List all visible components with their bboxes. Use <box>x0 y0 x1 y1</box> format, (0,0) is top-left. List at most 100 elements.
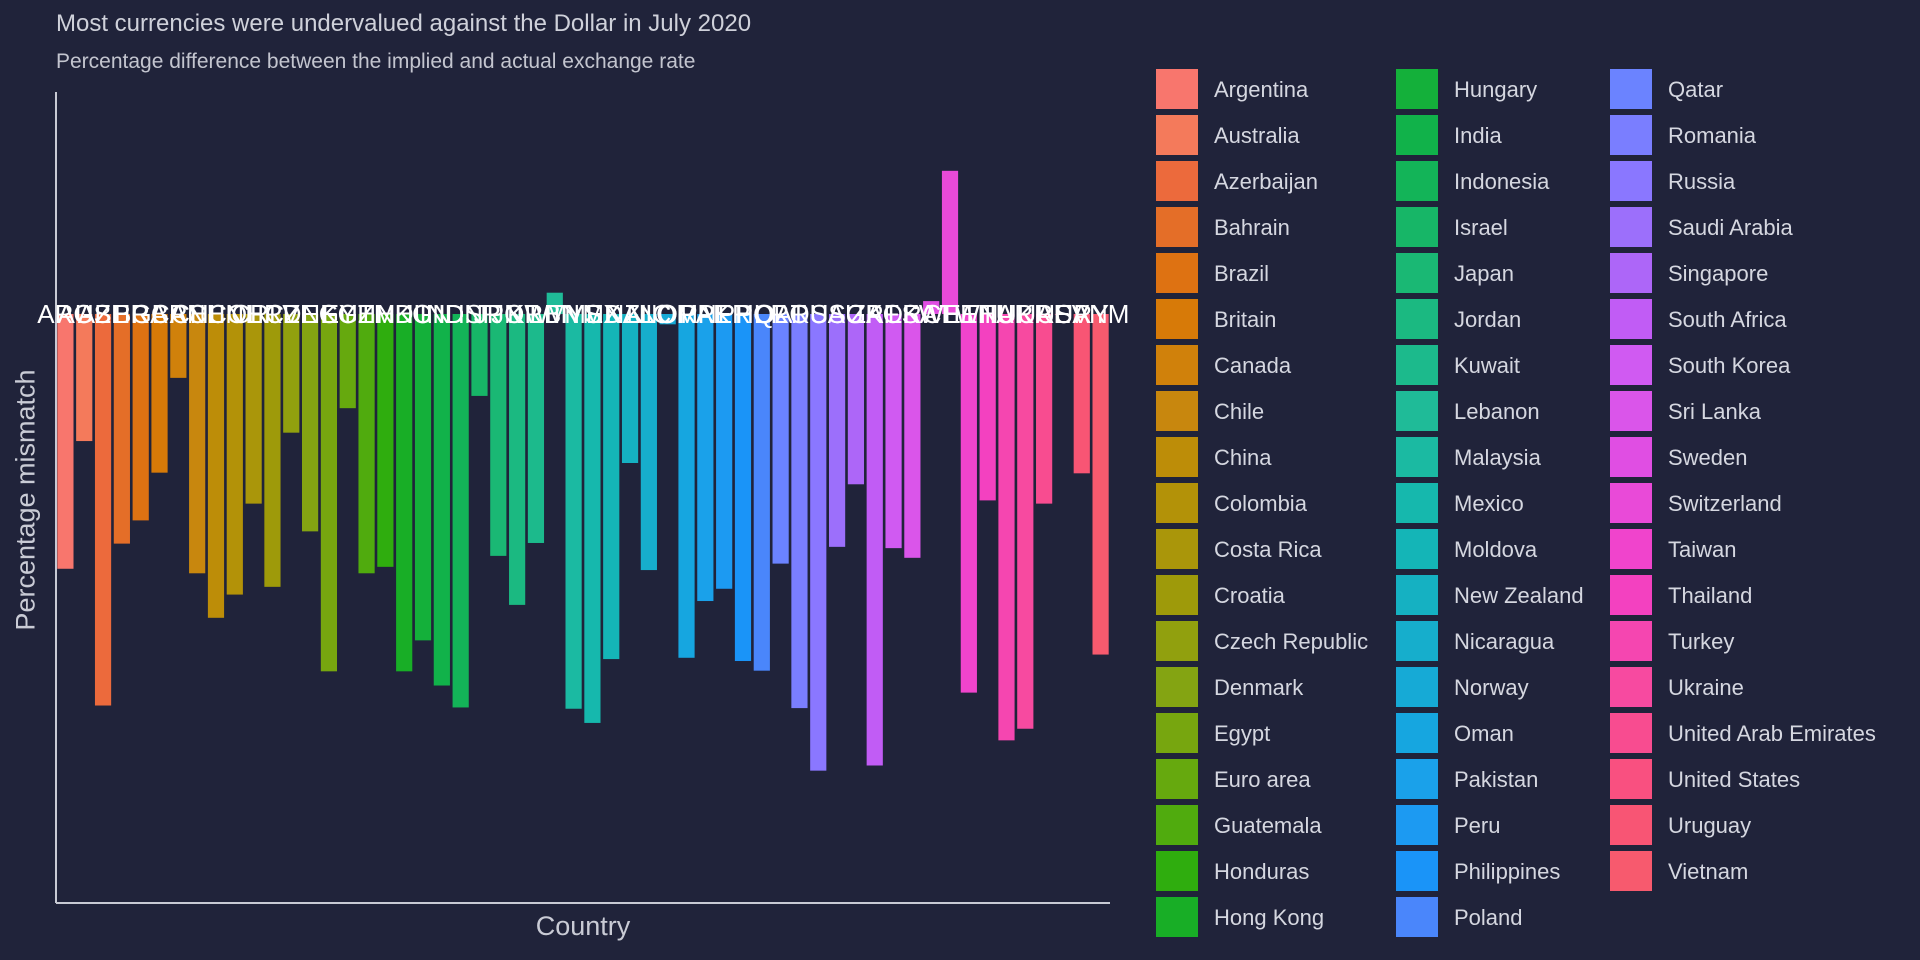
legend-label: Sri Lanka <box>1668 399 1761 424</box>
legend-swatch <box>1156 667 1198 707</box>
bar-label: HRV <box>245 299 300 329</box>
legend-swatch <box>1610 621 1652 661</box>
legend-swatch <box>1610 483 1652 523</box>
chart-title: Most currencies were undervalued against… <box>56 10 752 37</box>
chart-subtitle: Percentage difference between the implie… <box>56 50 696 73</box>
bar <box>189 314 206 574</box>
legend-swatch <box>1610 805 1652 845</box>
legend-item: Poland <box>1396 896 1636 937</box>
bar <box>659 314 676 325</box>
bar <box>207 314 225 618</box>
bar-label: KWT <box>507 299 565 329</box>
bar-label: EUZ <box>322 299 374 329</box>
bar <box>998 314 1015 741</box>
bar <box>1036 314 1053 504</box>
legend-swatch <box>1396 391 1438 431</box>
legend-label: Canada <box>1214 353 1292 378</box>
bar <box>904 314 921 558</box>
legend-label: Japan <box>1454 261 1514 286</box>
legend-label: Malaysia <box>1454 445 1541 470</box>
bar <box>1092 314 1109 655</box>
legend-label: Guatemala <box>1214 813 1322 838</box>
legend-item: Peru <box>1396 804 1636 845</box>
bar <box>527 314 545 543</box>
legend-swatch <box>1610 299 1652 339</box>
legend-swatch <box>1156 253 1198 293</box>
legend-label: Singapore <box>1668 261 1769 286</box>
bar-label: TUR <box>980 299 1033 329</box>
bar <box>1017 314 1034 729</box>
bar <box>94 314 112 706</box>
legend-swatch <box>1156 575 1198 615</box>
legend-swatch <box>1396 207 1438 247</box>
bar <box>1073 314 1090 474</box>
bar-label: NOR <box>639 299 697 329</box>
legend-label: Argentina <box>1214 77 1309 102</box>
legend-swatch <box>1610 667 1652 707</box>
legend-swatch <box>1156 299 1198 339</box>
bar-label: CAN <box>151 299 206 329</box>
legend-item: New Zealand <box>1396 574 1636 615</box>
bar-label: VNM <box>1072 299 1130 329</box>
bar-label: SAU <box>810 299 863 329</box>
legend-swatch <box>1396 437 1438 477</box>
legend-item: Qatar <box>1610 68 1850 109</box>
bar-label: PHL <box>718 299 769 329</box>
bar <box>847 314 865 485</box>
legend: Argentina Australia Azerbaijan Bahrain Brazi… <box>1156 68 1896 948</box>
bar <box>283 314 300 433</box>
legend-item: Bahrain <box>1156 206 1396 247</box>
legend-swatch <box>1156 115 1198 155</box>
legend-swatch <box>1396 667 1438 707</box>
bar-label: QAT <box>755 299 807 329</box>
legend-swatch <box>1156 207 1198 247</box>
bar <box>113 314 130 544</box>
legend-swatch <box>1396 529 1438 569</box>
bar-label: URY <box>1055 299 1109 329</box>
legend-item: Indonesia <box>1396 160 1636 201</box>
legend-label: Hungary <box>1454 77 1538 102</box>
legend-item: Sri Lanka <box>1610 390 1850 431</box>
legend-label: New Zealand <box>1454 583 1584 608</box>
bar-label: HUN <box>395 299 451 329</box>
bar <box>791 314 808 709</box>
bar-label: DNK <box>283 299 339 329</box>
bar-label: RUS <box>791 299 846 329</box>
legend-label: Moldova <box>1454 537 1538 562</box>
bar-label: PAK <box>680 299 731 329</box>
legend-item: Honduras <box>1156 850 1396 891</box>
bar <box>226 314 243 595</box>
bar <box>941 170 959 314</box>
legend-label: Bahrain <box>1214 215 1290 240</box>
legend-item: Colombia <box>1156 482 1396 523</box>
legend-item: United States <box>1610 758 1850 799</box>
bar-label: THA <box>962 299 1015 329</box>
bar-label: ARG <box>37 299 93 329</box>
bar-label: EGY <box>301 299 356 329</box>
bar-label: ROU <box>771 299 829 329</box>
legend-label: Costa Rica <box>1214 537 1322 562</box>
bar <box>377 314 394 567</box>
bar-label: UAE <box>1017 299 1070 329</box>
legend-label: Sweden <box>1668 445 1748 470</box>
bar-label: TWN <box>939 299 998 329</box>
legend-item: Turkey <box>1610 620 1850 661</box>
legend-item: Czech Republic <box>1156 620 1396 661</box>
legend-swatch <box>1610 115 1652 155</box>
legend-item: Israel <box>1396 206 1636 247</box>
bar <box>640 314 657 571</box>
legend-swatch <box>1156 345 1198 385</box>
legend-item: Moldova <box>1396 528 1636 569</box>
legend-swatch <box>1396 161 1438 201</box>
bar <box>132 314 149 521</box>
legend-label: Peru <box>1454 813 1501 838</box>
legend-item: Mexico <box>1396 482 1636 523</box>
legend-label: Nicaragua <box>1454 629 1555 654</box>
legend-item: South Africa <box>1610 298 1850 339</box>
legend-label: Russia <box>1668 169 1736 194</box>
bar <box>471 314 488 396</box>
legend-swatch <box>1156 897 1198 937</box>
bar-label: CRI <box>231 299 276 329</box>
bar-label: BHR <box>94 299 149 329</box>
legend-swatch <box>1156 69 1198 109</box>
